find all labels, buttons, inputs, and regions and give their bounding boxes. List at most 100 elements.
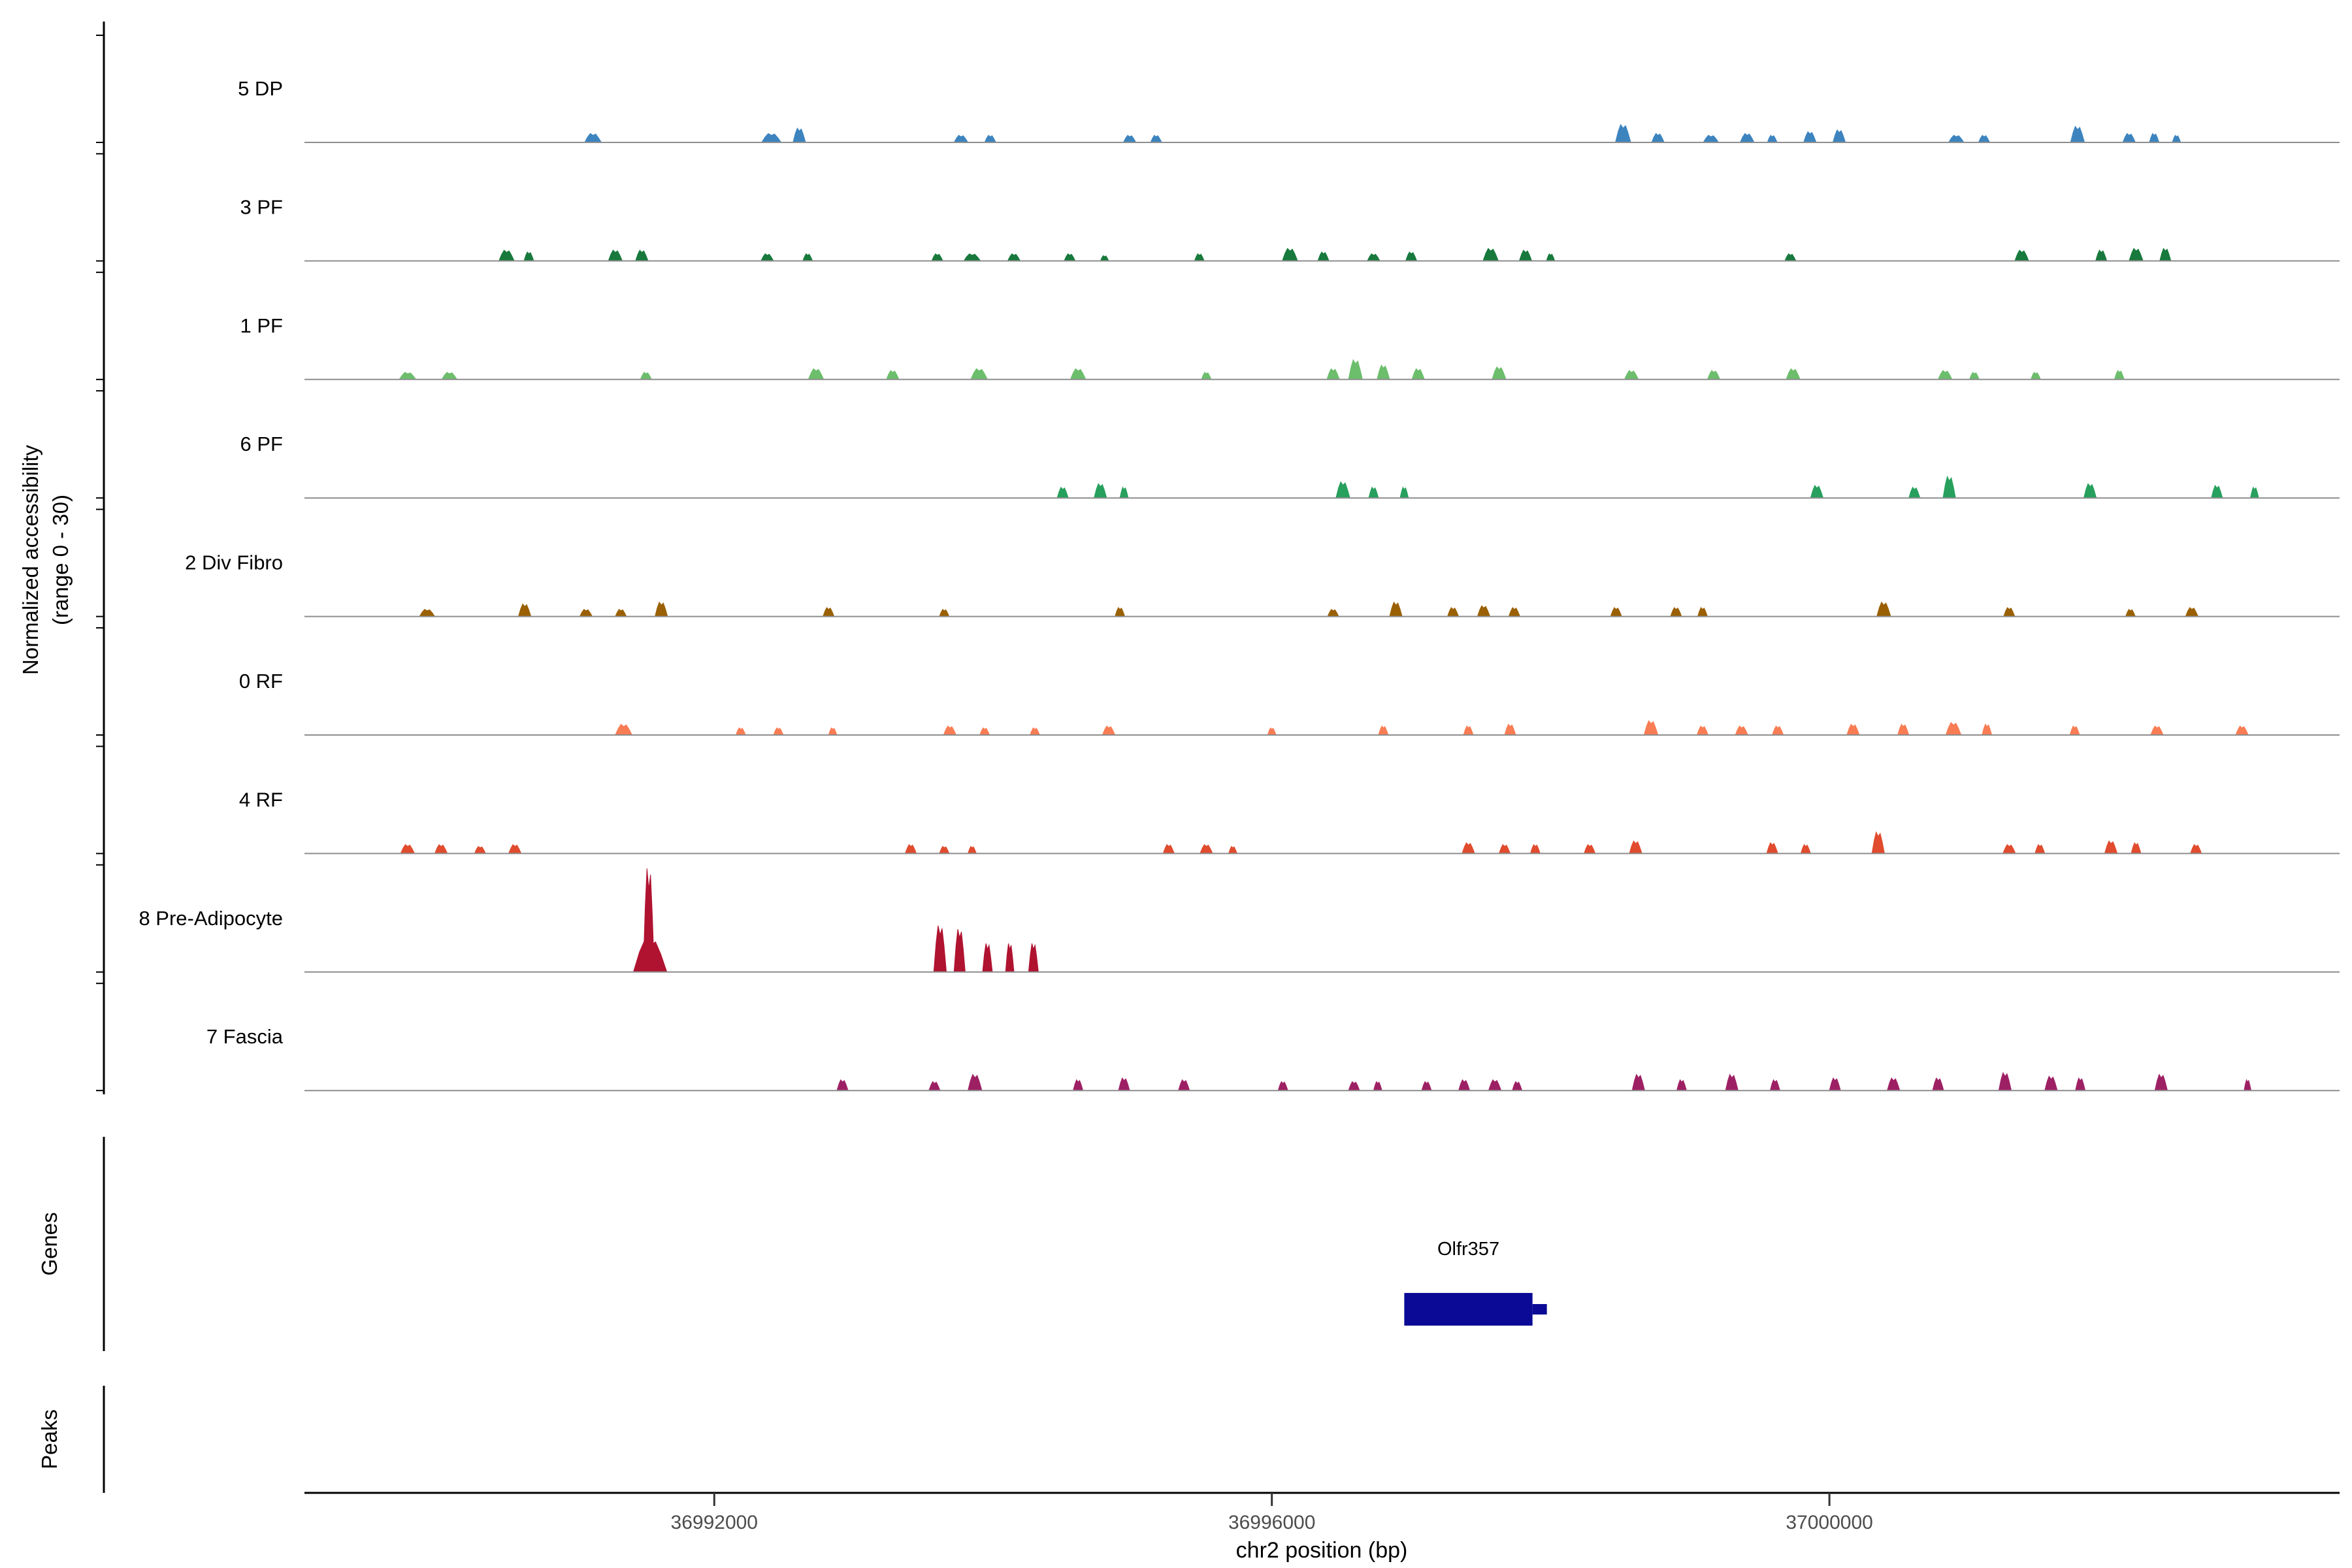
signal-peak [2070,125,2085,143]
signal-peak [1703,135,1720,143]
signal-peak [1937,370,1953,380]
signal-peak [1846,723,1860,736]
y-axis-title-line1: Normalized accessibility [18,444,42,675]
track-1-pf: 1 PF [96,271,2340,380]
signal-peak [1651,133,1665,143]
signal-peak [1122,135,1137,143]
tracks-layer: 5 DP 3 PF 1 PF 6 PF 2 Div Fibro 0 RF 4 RF 8 Pre… [96,35,2340,1092]
signal-peak [1876,601,1891,617]
signal-peak [1005,943,1015,973]
track-5-dp: 5 DP [96,35,2340,143]
signal-peak [943,725,957,736]
signal-peak [1368,486,1379,498]
signal-peak [1982,723,1993,736]
track-label: 0 RF [239,670,283,693]
signal-peak [886,370,900,380]
signal-peak [1367,253,1380,261]
signal-peak [1945,722,1962,736]
signal-peak [1932,1077,1944,1091]
signal-peak [1228,845,1238,854]
track-label: 2 Div Fibro [185,551,283,574]
signal-peak [953,135,969,143]
signal-peak [984,135,997,143]
signal-peak [2083,483,2097,498]
signal-peak [640,372,653,380]
signal-peak [953,929,966,973]
track-7-fascia: 7 Fascia [96,983,2340,1092]
signal-peak [760,253,774,261]
signal-peak [1488,1079,1502,1091]
signal-peak [1942,475,1956,498]
signal-peak [1610,607,1622,617]
gene-utr-extension [1532,1304,1547,1315]
signal-peak [2125,608,2136,617]
signal-peak [1462,842,1475,854]
signal-peak [1335,481,1350,498]
signal-peak [635,250,649,261]
signal-peak [1405,251,1418,261]
signal-peak [1968,372,1980,380]
track-3-pf: 3 PF [96,153,2340,262]
signal-peak [1477,605,1491,617]
track-2-div-fibro: 2 Div Fibro [96,508,2340,617]
signal-peak [1739,133,1755,143]
signal-peak [2149,133,2160,143]
signal-peak [517,603,532,617]
gene-body [1404,1293,1533,1326]
signal-peak [1518,250,1533,261]
signal-peak [2002,843,2016,854]
signal-peak [963,253,981,261]
signal-peak [1769,1079,1781,1091]
signal-peak [1492,366,1507,380]
signal-peak [1200,843,1213,854]
signal-peak [1529,843,1541,854]
signal-peak [441,372,458,380]
signal-peak [979,727,990,736]
signal-peak [1007,253,1021,261]
signal-peak [1800,843,1812,854]
signal-peak [2150,725,2164,736]
signal-peak [1327,608,1339,617]
signal-peak [1670,607,1682,617]
signal-peak [434,843,448,854]
gene-label: Olfr357 [1437,1239,1499,1260]
signal-peak [579,608,593,617]
x-tick-label: 36992000 [671,1512,758,1533]
track-0-rf: 0 RF [96,627,2340,736]
signal-peak [735,727,747,736]
signal-peak [931,253,943,261]
signal-peak [928,1081,941,1091]
signal-peak [1583,843,1596,854]
signal-peak [1348,359,1363,380]
signal-peak [1028,943,1039,973]
signal-peak [1201,372,1212,380]
signal-peak [1029,727,1041,736]
signal-peak [1373,1081,1382,1091]
signal-peak [399,372,417,380]
signal-peak [1378,725,1389,736]
signal-peak [1832,129,1846,143]
signal-peak [1070,368,1086,380]
signal-peak [1102,725,1116,736]
signal-peak [2189,843,2202,854]
signal-peak [773,727,784,736]
signal-peak [2131,841,2142,854]
signal-peak [1348,1081,1360,1091]
signal-peak [802,253,813,261]
signal-peak [1643,720,1659,736]
signal-peak [760,133,782,143]
signal-peak [1614,123,1631,143]
signal-peak [1810,485,1824,498]
signal-peak [1326,368,1340,380]
signal-peak [1399,486,1409,498]
peaks-panel-label: Peaks [37,1409,61,1469]
signal-peak [2185,607,2199,617]
gene-layer: Olfr357 [1404,1239,1547,1326]
signal-peak [1119,486,1129,498]
signal-peak [474,845,487,854]
signal-peak [615,723,633,736]
signal-peak [1803,131,1817,143]
signal-peak [1150,135,1162,143]
signal-peak [1317,251,1330,261]
signal-peak [1094,483,1107,498]
